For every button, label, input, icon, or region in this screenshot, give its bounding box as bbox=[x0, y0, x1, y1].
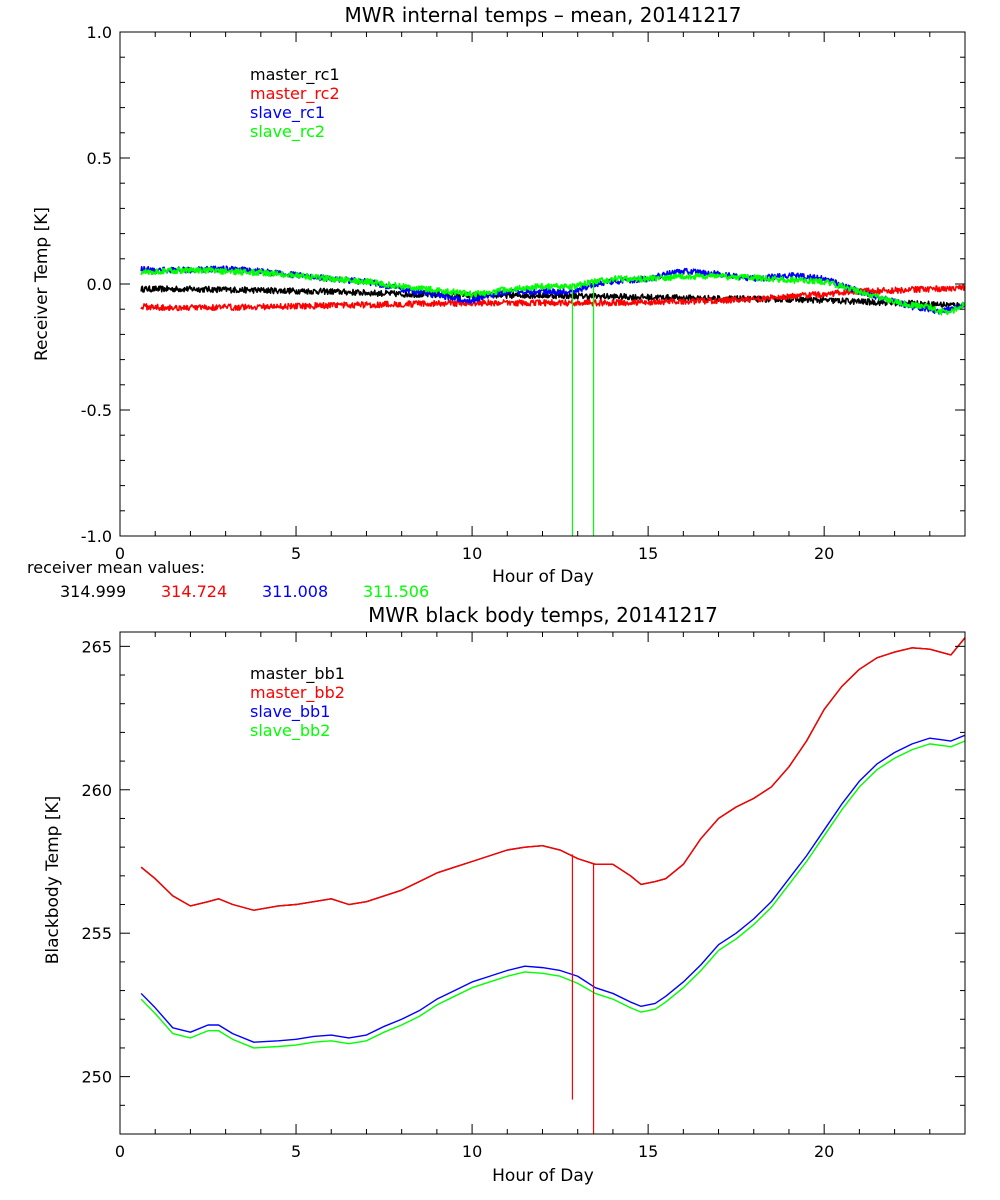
series-line-master-rc1 bbox=[140, 285, 965, 309]
receiver-means-label: receiver mean values: bbox=[27, 558, 205, 577]
x-tick-label-5: 5 bbox=[291, 1142, 301, 1161]
blackbody-chart-axes: 0 5 10 15 20 250 255 260 265 bbox=[81, 631, 966, 1161]
blackbody-chart-plot-area bbox=[140, 637, 965, 1134]
blackbody-chart-ylabel: Blackbody Temp [K] bbox=[43, 796, 63, 965]
receiver-chart-xlabel: Hour of Day bbox=[492, 567, 594, 587]
y-tick-label-1-0: -1.0 bbox=[81, 527, 112, 546]
mean-value-slave-rc1: 311.008 bbox=[262, 582, 328, 601]
y-tick-label-1-0: 1.0 bbox=[87, 23, 112, 42]
mean-value-slave-rc2: 311.506 bbox=[363, 582, 429, 601]
x-tick-label-15: 15 bbox=[638, 1142, 658, 1161]
series-line-master-bb2 bbox=[140, 637, 965, 911]
plot-frame bbox=[119, 631, 966, 1135]
receiver-chart-legend: master_rc1 master_rc2 slave_rc1 slave_rc… bbox=[250, 65, 340, 142]
blackbody-chart-legend: master_bb1 master_bb2 slave_bb1 slave_bb… bbox=[250, 664, 345, 741]
y-tick-label-260: 260 bbox=[81, 781, 112, 800]
legend-master-rc2: master_rc2 bbox=[250, 84, 340, 104]
x-tick-label-20: 20 bbox=[814, 544, 834, 563]
x-tick-label-5: 5 bbox=[291, 544, 301, 563]
blackbody-temp-chart: MWR black body temps, 20141217 0 5 10 15 20 2… bbox=[43, 603, 966, 1186]
receiver-chart-axes: 0 5 10 15 20 -1.0 -0.5 0.0 0.5 1.0 bbox=[81, 23, 966, 563]
x-tick-label-10: 10 bbox=[462, 544, 482, 563]
x-tick-label-15: 15 bbox=[638, 544, 658, 563]
y-tick-label-265: 265 bbox=[81, 637, 112, 656]
y-tick-label-0-5: -0.5 bbox=[81, 401, 112, 420]
receiver-chart-plot-area bbox=[140, 265, 965, 536]
mean-value-master-rc2: 314.724 bbox=[161, 582, 227, 601]
series-line-slave-rc2 bbox=[140, 266, 965, 316]
receiver-chart-title: MWR internal temps – mean, 20141217 bbox=[344, 3, 741, 27]
legend-slave-rc2: slave_rc2 bbox=[250, 122, 325, 142]
y-tick-label-250: 250 bbox=[81, 1068, 112, 1087]
legend-master-bb1: master_bb1 bbox=[250, 664, 345, 684]
receiver-chart-ylabel: Receiver Temp [K] bbox=[32, 207, 52, 361]
receiver-temp-chart: MWR internal temps – mean, 20141217 0 5 10… bbox=[32, 3, 966, 587]
legend-slave-rc1: slave_rc1 bbox=[250, 103, 325, 123]
series-line-slave-bb2 bbox=[140, 740, 965, 1049]
x-tick-label-10: 10 bbox=[462, 1142, 482, 1161]
receiver-mean-values: receiver mean values: 314.999 314.724 31… bbox=[27, 558, 429, 601]
blackbody-chart-title: MWR black body temps, 20141217 bbox=[368, 603, 718, 627]
series-line-master-rc2 bbox=[140, 284, 965, 312]
legend-slave-bb2: slave_bb2 bbox=[250, 721, 330, 741]
x-tick-label-20: 20 bbox=[814, 1142, 834, 1161]
series-line-slave-bb1 bbox=[140, 734, 965, 1043]
x-tick-label-0: 0 bbox=[115, 1142, 125, 1161]
blackbody-chart-xlabel: Hour of Day bbox=[492, 1166, 594, 1186]
y-tick-label-0-5: 0.5 bbox=[87, 149, 112, 168]
legend-master-bb2: master_bb2 bbox=[250, 683, 345, 703]
legend-master-rc1: master_rc1 bbox=[250, 65, 340, 85]
mean-value-master-rc1: 314.999 bbox=[60, 582, 126, 601]
y-tick-label-0-0: 0.0 bbox=[87, 275, 112, 294]
legend-slave-bb1: slave_bb1 bbox=[250, 702, 330, 722]
x-tick-label-0: 0 bbox=[115, 544, 125, 563]
y-tick-label-255: 255 bbox=[81, 924, 112, 943]
